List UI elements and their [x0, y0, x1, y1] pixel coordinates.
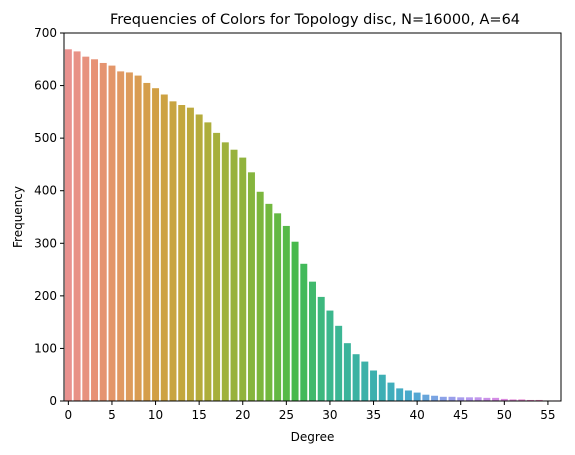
- x-tick-label: 0: [65, 408, 73, 422]
- bar-degree-28: [309, 281, 316, 401]
- y-tick-label: 0: [49, 394, 57, 408]
- x-tick-label: 20: [235, 408, 250, 422]
- bar-degree-53: [526, 399, 534, 401]
- y-tick-label: 100: [34, 341, 57, 355]
- bar-degree-40: [413, 392, 421, 401]
- x-tick-label: 5: [108, 408, 116, 422]
- bar-degree-17: [213, 132, 221, 401]
- bar-degree-48: [483, 397, 491, 401]
- bar-degree-23: [265, 203, 273, 401]
- bar-degree-0: [64, 49, 72, 401]
- bar-degree-49: [492, 397, 500, 401]
- y-tick-label: 700: [34, 26, 57, 40]
- bar-degree-51: [509, 399, 517, 401]
- x-tick-label: 15: [192, 408, 207, 422]
- bar-degree-11: [160, 94, 168, 401]
- bar-degree-50: [500, 398, 508, 401]
- bar-degree-25: [282, 225, 290, 401]
- bar-degree-30: [326, 310, 334, 401]
- bar-degree-29: [317, 296, 325, 401]
- bar-degree-5: [108, 65, 116, 401]
- bar-degree-31: [335, 325, 343, 401]
- bar-degree-38: [396, 388, 404, 401]
- bar-degree-3: [91, 59, 99, 402]
- y-axis-label: Frequency: [11, 186, 25, 248]
- y-tick-label: 400: [34, 184, 57, 198]
- y-axis-ticks: 0 100 200 300 400 500 600 700: [34, 26, 64, 408]
- bar-degree-13: [178, 105, 186, 401]
- bar-degree-24: [274, 213, 282, 401]
- bar-degree-41: [422, 394, 430, 401]
- x-tick-label: 50: [497, 408, 512, 422]
- bar-degree-44: [448, 396, 456, 401]
- plot-frame: [63, 32, 562, 402]
- y-tick-label: 200: [34, 289, 57, 303]
- bar-degree-34: [361, 361, 369, 401]
- bar-degree-10: [152, 88, 160, 401]
- bar-degree-37: [387, 382, 395, 401]
- bar-degree-14: [186, 107, 194, 401]
- bar-degree-16: [204, 122, 212, 401]
- bar-degree-26: [291, 241, 299, 401]
- bar-degree-9: [143, 82, 151, 401]
- bar-degree-21: [247, 172, 255, 401]
- y-tick-label: 600: [34, 79, 57, 93]
- bar-degree-47: [474, 397, 482, 401]
- x-axis-label: Degree: [291, 430, 335, 444]
- bar-degree-22: [256, 191, 264, 401]
- bar-degree-1: [73, 51, 81, 402]
- bar-degree-27: [300, 263, 308, 401]
- bar-degree-42: [431, 395, 439, 401]
- x-tick-label: 30: [322, 408, 337, 422]
- bar-degree-52: [518, 399, 526, 401]
- bar-degree-39: [404, 390, 412, 401]
- bar-degree-35: [370, 370, 378, 401]
- bar-degree-19: [230, 149, 238, 401]
- chart-title: Frequencies of Colors for Topology disc,…: [110, 12, 520, 28]
- x-tick-label: 25: [279, 408, 294, 422]
- x-axis-ticks: 0 5 10 15 20 25 30 35 40 45 50 55: [65, 401, 556, 422]
- x-tick-label: 35: [366, 408, 381, 422]
- bars-group: [64, 49, 561, 402]
- bar-degree-8: [134, 75, 142, 401]
- bar-degree-15: [195, 114, 203, 401]
- bar-degree-46: [465, 397, 473, 401]
- x-tick-label: 45: [453, 408, 468, 422]
- bar-degree-2: [82, 56, 90, 402]
- bar-degree-4: [99, 62, 107, 402]
- bar-degree-12: [169, 101, 177, 401]
- bar-degree-18: [221, 142, 229, 401]
- bar-degree-36: [378, 374, 386, 401]
- x-tick-label: 10: [148, 408, 163, 422]
- bar-degree-20: [239, 157, 247, 401]
- bar-degree-6: [117, 71, 125, 402]
- bar-degree-7: [125, 72, 133, 401]
- x-tick-label: 40: [409, 408, 424, 422]
- y-tick-label: 500: [34, 131, 57, 145]
- bar-degree-33: [352, 354, 360, 401]
- bar-degree-45: [457, 397, 465, 401]
- bar-degree-32: [343, 343, 351, 401]
- bar-degree-43: [439, 396, 447, 401]
- bar-degree-54: [535, 399, 543, 401]
- x-tick-label: 55: [540, 408, 555, 422]
- y-tick-label: 300: [34, 236, 57, 250]
